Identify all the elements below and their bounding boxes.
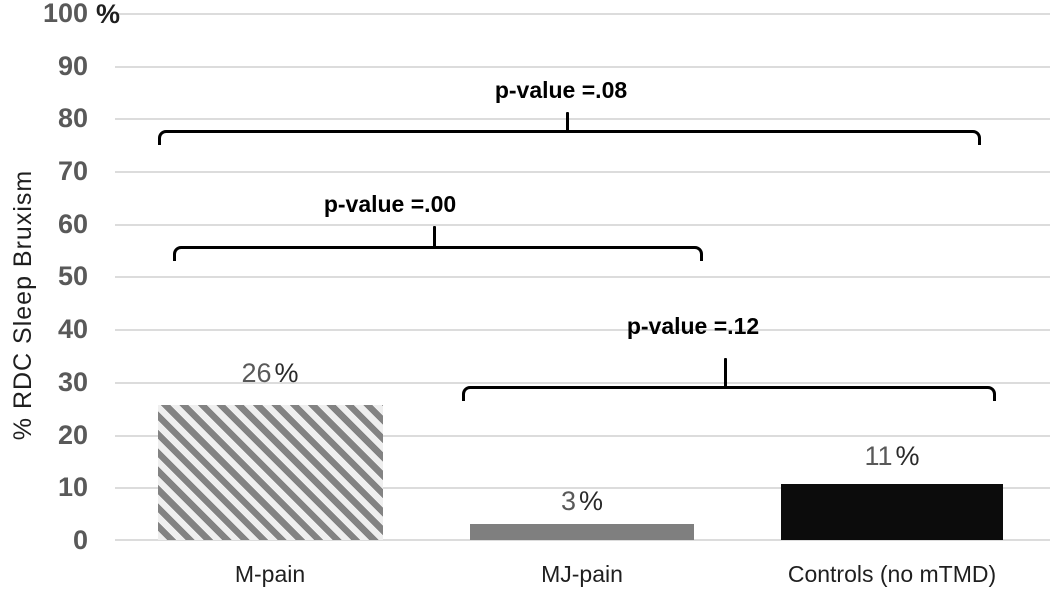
gridline bbox=[115, 435, 1050, 437]
p-value-label: p-value =.08 bbox=[494, 77, 628, 103]
gridline bbox=[115, 382, 1050, 384]
x-axis-label-mj-pain: MJ-pain bbox=[541, 561, 623, 587]
gridline bbox=[115, 329, 1050, 331]
gridline bbox=[115, 539, 1050, 541]
y-tick-label: 80 bbox=[57, 103, 88, 133]
bar-mj-pain bbox=[470, 524, 694, 540]
value-label-mj-pain: 3% bbox=[512, 486, 652, 516]
value-unit: % bbox=[274, 358, 299, 388]
bracket-tick bbox=[433, 226, 436, 248]
gridline bbox=[115, 487, 1050, 489]
y-axis-title: % RDC Sleep Bruxism bbox=[9, 169, 37, 441]
value-unit: % bbox=[579, 486, 604, 516]
gridline bbox=[115, 276, 1050, 278]
gridline bbox=[115, 66, 1050, 68]
significance-bracket bbox=[173, 246, 703, 261]
p-value-label: p-value =.12 bbox=[626, 313, 760, 339]
value-number: 3 bbox=[560, 486, 576, 516]
y-tick-label: 90 bbox=[57, 51, 88, 81]
bar-m-pain bbox=[158, 405, 383, 540]
y-tick-label: 40 bbox=[57, 314, 88, 344]
x-axis-label-controls: Controls (no mTMD) bbox=[787, 561, 997, 587]
gridline bbox=[115, 171, 1050, 173]
value-unit: % bbox=[895, 441, 920, 471]
y-tick-label: 20 bbox=[57, 420, 88, 450]
y-tick-label: 0 bbox=[72, 525, 88, 555]
y-tick-label: 70 bbox=[57, 156, 88, 186]
gridline bbox=[115, 13, 1050, 15]
value-label-m-pain: 26% bbox=[200, 358, 340, 388]
gridline bbox=[115, 118, 1050, 120]
y-tick-label: 50 bbox=[57, 261, 88, 291]
value-number: 26 bbox=[241, 358, 272, 388]
y-axis-unit-label: % bbox=[96, 0, 121, 29]
y-tick-label: 10 bbox=[57, 472, 88, 502]
y-tick-label: 60 bbox=[57, 209, 88, 239]
bracket-tick bbox=[566, 112, 569, 132]
significance-bracket bbox=[462, 386, 996, 401]
value-number: 11 bbox=[864, 441, 893, 471]
bracket-tick bbox=[724, 358, 727, 388]
y-tick-label: 30 bbox=[57, 367, 88, 397]
value-label-controls: 11% bbox=[822, 441, 962, 471]
p-value-label: p-value =.00 bbox=[323, 191, 457, 217]
y-tick-label: 100 bbox=[42, 0, 88, 28]
x-axis-label-m-pain: M-pain bbox=[234, 561, 306, 587]
significance-bracket bbox=[158, 130, 981, 145]
bar-controls bbox=[781, 484, 1003, 540]
gridline bbox=[115, 224, 1050, 226]
